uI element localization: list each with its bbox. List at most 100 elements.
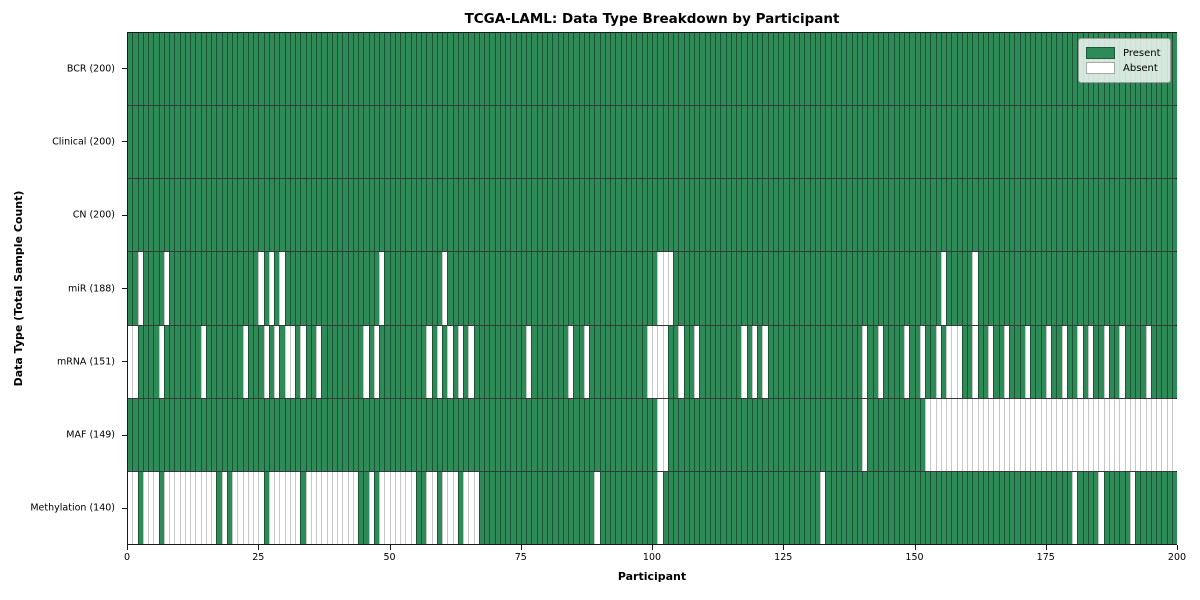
cell-present bbox=[174, 398, 180, 471]
cell-present bbox=[226, 106, 232, 179]
cell-present bbox=[478, 106, 484, 179]
cell-present bbox=[835, 325, 841, 398]
cell-present bbox=[793, 33, 799, 106]
cell-present bbox=[667, 398, 673, 471]
cell-present bbox=[1166, 471, 1172, 544]
cell-present bbox=[835, 398, 841, 471]
cell-present bbox=[694, 252, 700, 325]
cell-present bbox=[951, 471, 957, 544]
cell-present bbox=[925, 325, 931, 398]
cell-present bbox=[982, 179, 988, 252]
cell-present bbox=[547, 33, 553, 106]
cell-present bbox=[1019, 252, 1025, 325]
cell-present bbox=[1030, 33, 1036, 106]
cell-present bbox=[625, 471, 631, 544]
cell-absent bbox=[447, 325, 453, 398]
cell-present bbox=[1129, 252, 1135, 325]
cell-present bbox=[1135, 179, 1141, 252]
cell-present bbox=[541, 106, 547, 179]
cell-present bbox=[232, 106, 238, 179]
cell-present bbox=[793, 398, 799, 471]
cell-present bbox=[946, 106, 952, 179]
cell-present bbox=[368, 33, 374, 106]
cell-present bbox=[725, 106, 731, 179]
cell-present bbox=[751, 179, 757, 252]
cell-present bbox=[652, 471, 658, 544]
cell-absent bbox=[310, 471, 316, 544]
cell-present bbox=[762, 471, 768, 544]
cell-present bbox=[688, 179, 694, 252]
absent-swatch bbox=[1086, 62, 1115, 74]
cell-present bbox=[720, 398, 726, 471]
cell-present bbox=[200, 398, 206, 471]
cell-present bbox=[305, 179, 311, 252]
cell-present bbox=[321, 106, 327, 179]
cell-present bbox=[841, 33, 847, 106]
cell-present bbox=[499, 106, 505, 179]
cell-absent bbox=[389, 471, 395, 544]
cell-present bbox=[688, 398, 694, 471]
cell-present bbox=[179, 33, 185, 106]
cell-present bbox=[510, 398, 516, 471]
cell-present bbox=[547, 471, 553, 544]
cell-present bbox=[946, 33, 952, 106]
cell-present bbox=[835, 33, 841, 106]
cell-present bbox=[526, 106, 532, 179]
cell-present bbox=[568, 398, 574, 471]
cell-present bbox=[757, 33, 763, 106]
cell-present bbox=[352, 179, 358, 252]
cell-present bbox=[646, 106, 652, 179]
cell-present bbox=[783, 106, 789, 179]
x-axis-label: Participant bbox=[617, 570, 687, 583]
cell-present bbox=[169, 252, 175, 325]
cell-absent bbox=[268, 471, 274, 544]
cell-present bbox=[725, 398, 731, 471]
cell-present bbox=[1077, 252, 1083, 325]
cell-present bbox=[468, 398, 474, 471]
cell-present bbox=[132, 179, 138, 252]
cell-present bbox=[904, 106, 910, 179]
cell-present bbox=[128, 179, 133, 252]
cell-present bbox=[316, 398, 322, 471]
cell-absent bbox=[184, 471, 190, 544]
cell-present bbox=[536, 106, 542, 179]
cell-present bbox=[573, 398, 579, 471]
cell-present bbox=[573, 179, 579, 252]
cell-present bbox=[242, 398, 248, 471]
cell-present bbox=[541, 325, 547, 398]
cell-present bbox=[867, 252, 873, 325]
cell-present bbox=[394, 252, 400, 325]
cell-present bbox=[730, 33, 736, 106]
cell-present bbox=[667, 33, 673, 106]
cell-present bbox=[263, 106, 269, 179]
cell-present bbox=[940, 179, 946, 252]
cell-absent bbox=[946, 325, 952, 398]
cell-absent bbox=[463, 471, 469, 544]
cell-present bbox=[358, 471, 364, 544]
cell-absent bbox=[1061, 398, 1067, 471]
cell-present bbox=[746, 179, 752, 252]
cell-present bbox=[673, 398, 679, 471]
cell-present bbox=[342, 33, 348, 106]
cell-present bbox=[631, 398, 637, 471]
cell-absent bbox=[1087, 398, 1093, 471]
cell-present bbox=[788, 179, 794, 252]
cell-present bbox=[221, 252, 227, 325]
cell-present bbox=[310, 398, 316, 471]
cell-present bbox=[515, 325, 521, 398]
cell-present bbox=[426, 179, 432, 252]
cell-present bbox=[1019, 106, 1025, 179]
cell-present bbox=[384, 398, 390, 471]
cell-present bbox=[956, 252, 962, 325]
y-tick-label: Clinical (200) bbox=[52, 136, 115, 148]
x-tick-label: 150 bbox=[905, 552, 924, 563]
cell-present bbox=[583, 33, 589, 106]
cell-absent bbox=[1019, 398, 1025, 471]
cell-present bbox=[1150, 471, 1156, 544]
cell-present bbox=[1087, 471, 1093, 544]
cell-present bbox=[190, 179, 196, 252]
cell-present bbox=[478, 325, 484, 398]
cell-present bbox=[1150, 179, 1156, 252]
cell-present bbox=[358, 179, 364, 252]
cell-present bbox=[1171, 325, 1177, 398]
